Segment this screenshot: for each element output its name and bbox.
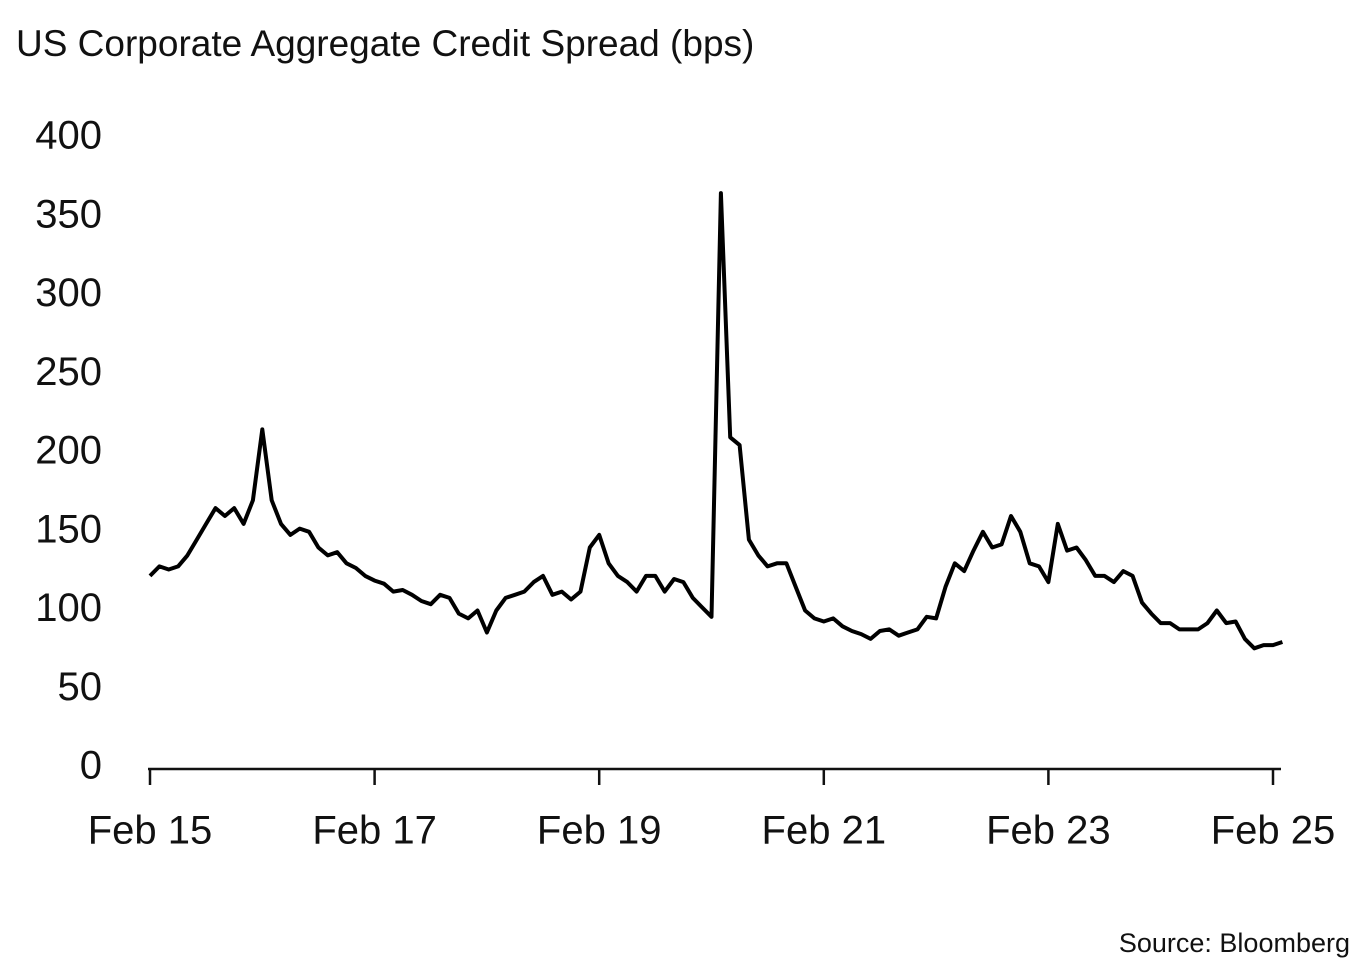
chart-title: US Corporate Aggregate Credit Spread (bp…	[16, 23, 754, 64]
x-tick-label: Feb 25	[1211, 809, 1336, 853]
x-tick-label: Feb 17	[312, 809, 437, 853]
y-tick-label: 200	[35, 429, 102, 473]
source-note: Source: Bloomberg	[1119, 928, 1350, 958]
line-series	[148, 191, 1284, 651]
x-tick-label: Feb 23	[986, 809, 1111, 853]
x-tick-label: Feb 15	[88, 809, 213, 853]
y-tick-label: 50	[58, 665, 103, 709]
y-tick-label: 100	[35, 586, 102, 630]
y-tick-label: 300	[35, 271, 102, 315]
x-tick-label: Feb 19	[537, 809, 662, 853]
y-tick-label: 400	[35, 114, 102, 158]
y-tick-label: 0	[80, 744, 102, 788]
y-tick-label: 250	[35, 350, 102, 394]
x-tick-label: Feb 21	[762, 809, 887, 853]
y-tick-label: 350	[35, 192, 102, 236]
y-tick-label: 150	[35, 507, 102, 551]
